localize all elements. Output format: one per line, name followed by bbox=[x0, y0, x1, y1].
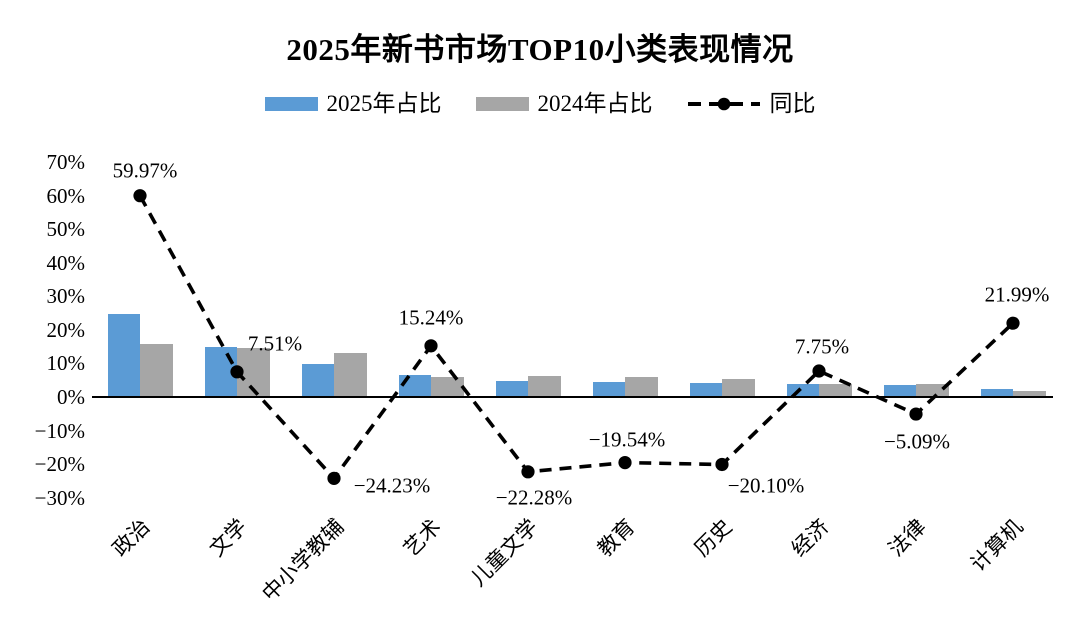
legend-dashed-line-icon bbox=[687, 97, 760, 110]
bar-2025 bbox=[689, 382, 722, 397]
legend-swatch-2025-bar bbox=[264, 96, 318, 111]
line-point-label: −5.09% bbox=[883, 429, 951, 454]
line-point-marker bbox=[521, 465, 535, 479]
bar-2025 bbox=[107, 314, 140, 397]
bar-2024 bbox=[334, 353, 367, 397]
line-point-label: 15.24% bbox=[398, 305, 464, 330]
line-point-marker bbox=[1006, 316, 1020, 330]
y-axis-tick-label: 10% bbox=[46, 351, 86, 376]
line-point-label: 21.99% bbox=[984, 282, 1050, 307]
line-point-label: −19.54% bbox=[588, 427, 666, 452]
bar-2024 bbox=[140, 344, 173, 397]
y-axis-tick-label: 40% bbox=[46, 250, 86, 275]
legend-swatch-2024-bar bbox=[475, 96, 529, 111]
y-axis-tick-label: 60% bbox=[46, 183, 86, 208]
y-axis-tick-label: −20% bbox=[34, 452, 85, 477]
legend-item: 2025年占比 bbox=[264, 91, 442, 116]
line-point-marker bbox=[230, 365, 244, 379]
bar-2025 bbox=[592, 381, 625, 397]
bar-2025 bbox=[495, 380, 528, 397]
legend-item-label: 2024年占比 bbox=[537, 91, 653, 116]
line-point-marker bbox=[909, 407, 923, 421]
legend-item-label: 2025年占比 bbox=[326, 91, 442, 116]
legend-item: 2024年占比 bbox=[475, 91, 653, 116]
y-axis-tick-label: 50% bbox=[46, 217, 86, 242]
line-point-marker bbox=[715, 457, 729, 472]
bar-2025 bbox=[301, 364, 334, 397]
bar-2024 bbox=[431, 377, 464, 397]
line-point-marker bbox=[812, 364, 826, 378]
bar-2024 bbox=[722, 379, 755, 397]
line-series-path bbox=[138, 194, 1015, 482]
y-axis-tick-label: 70% bbox=[46, 150, 86, 174]
bar-2024 bbox=[528, 375, 561, 397]
bar-2024 bbox=[819, 383, 852, 397]
legend: 2025年占比 2024年占比 同比 bbox=[0, 92, 1080, 115]
y-axis-tick-label: 0% bbox=[57, 385, 85, 409]
line-point-label: 7.75% bbox=[794, 334, 850, 359]
line-point-marker bbox=[618, 455, 632, 470]
bar-2024 bbox=[1013, 390, 1046, 397]
x-axis-baseline bbox=[92, 395, 1053, 399]
line-point-marker bbox=[424, 339, 438, 353]
line-point-label: 59.97% bbox=[112, 158, 178, 183]
bar-2024 bbox=[625, 376, 658, 397]
bar-2025 bbox=[980, 388, 1013, 397]
chart-title: 2025年新书市场TOP10小类表现情况 bbox=[286, 32, 794, 67]
line-point-marker bbox=[133, 189, 147, 203]
line-point-label: 7.51% bbox=[247, 331, 303, 356]
legend-item: 同比 bbox=[687, 92, 816, 115]
line-point-label: −22.28% bbox=[495, 485, 573, 510]
y-axis-tick-label: 30% bbox=[46, 284, 86, 309]
line-point-label: −20.10% bbox=[727, 473, 805, 498]
bar-2025 bbox=[883, 385, 916, 397]
y-axis-tick-label: 20% bbox=[46, 317, 86, 342]
y-axis-tick-label: −30% bbox=[34, 485, 85, 510]
bar-2024 bbox=[916, 383, 949, 397]
line-point-label: −24.23% bbox=[353, 473, 431, 498]
line-point-marker bbox=[327, 471, 341, 485]
legend-item-label: 同比 bbox=[769, 91, 816, 116]
y-axis-tick-label: −10% bbox=[34, 418, 85, 443]
